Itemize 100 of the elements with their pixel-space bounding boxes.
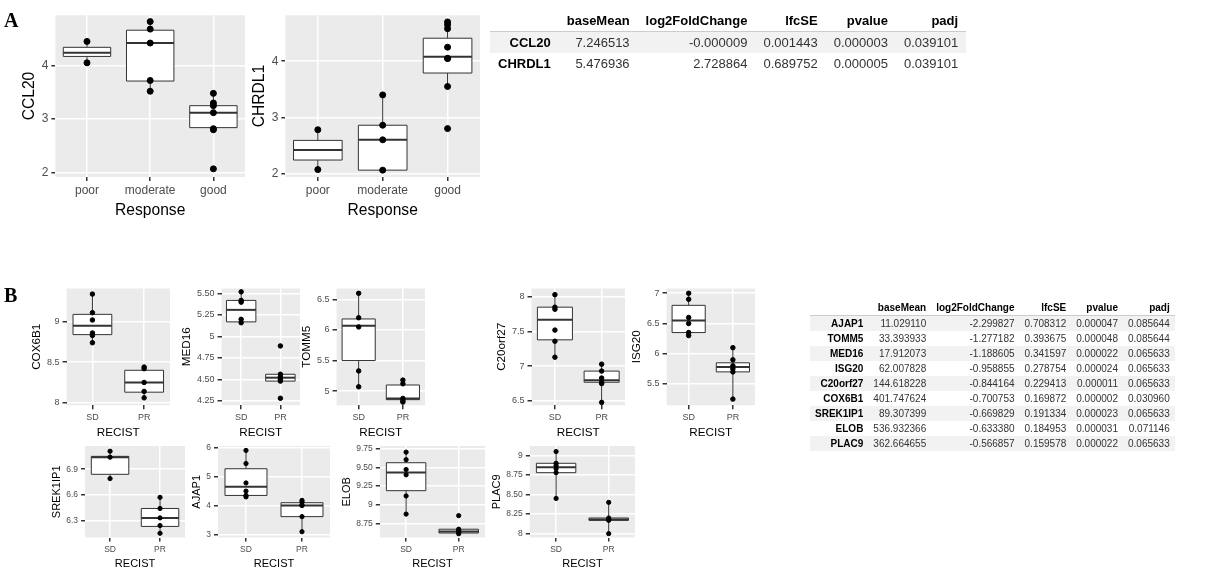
text: -0.844164	[969, 378, 1015, 389]
text: 0.708312	[1024, 318, 1067, 329]
category-label: SREK1IP1	[815, 408, 864, 419]
x-axis-title: RECIST	[359, 425, 403, 439]
y-tick-label: 4	[41, 57, 49, 72]
category-label: C20orf27	[820, 378, 864, 389]
y-tick-label: 4.75	[197, 352, 215, 363]
y-tick-label: 5	[324, 385, 330, 396]
y-tick-label: 2	[41, 164, 49, 179]
category-label: ELOB	[835, 423, 864, 434]
y-axis-title: COX6B1	[29, 323, 43, 370]
text: 0.393675	[1024, 333, 1067, 344]
x-tick-label: SD	[550, 543, 563, 554]
text: 0.001443	[763, 35, 818, 50]
y-tick-label: 3	[206, 528, 212, 539]
y-tick-label: 8.75	[506, 469, 524, 480]
text: 0.000003	[833, 35, 888, 50]
y-axis-title: ELOB	[339, 477, 352, 507]
text: 7.246513	[575, 35, 630, 50]
y-tick-label: 6.6	[66, 489, 79, 500]
text: 0.065633	[1127, 363, 1170, 374]
text: 144.618228	[873, 378, 927, 389]
text: -1.277182	[969, 333, 1015, 344]
y-tick-label: 9	[54, 316, 60, 327]
text: 362.664655	[873, 438, 927, 449]
y-tick-label: 2	[271, 165, 279, 180]
text: 0.085644	[1127, 333, 1170, 344]
text: 0.689752	[763, 56, 818, 71]
y-axis-title: PLAC9	[489, 474, 502, 510]
text: 0.065633	[1127, 348, 1170, 359]
text: 2.728864	[693, 56, 748, 71]
x-axis-title: RECIST	[412, 557, 453, 570]
x-tick-label: PR	[726, 412, 740, 423]
y-tick-label: 7.5	[512, 325, 525, 336]
category-label: PLAC9	[830, 438, 864, 449]
category-label: CCL20	[509, 35, 551, 50]
y-axis-title: CHRDL1	[249, 64, 267, 128]
y-tick-label: 9	[518, 449, 524, 460]
category-label: TOMM5	[827, 333, 864, 344]
text: 0.159578	[1024, 438, 1067, 449]
text: 0.169872	[1024, 393, 1067, 404]
text: 0.000024	[1076, 363, 1118, 374]
x-tick-label: poor	[305, 183, 330, 198]
x-tick-label: poor	[74, 183, 100, 198]
y-tick-label: 5.50	[197, 288, 215, 299]
y-tick-label: 5.25	[197, 309, 215, 320]
text: 0.071146	[1128, 423, 1170, 434]
x-tick-label: SD	[352, 412, 366, 423]
category-label: ISG20	[835, 363, 864, 374]
x-tick-label: PR	[137, 412, 151, 423]
x-tick-label: SD	[86, 412, 100, 423]
category-label: log2FoldChange	[931, 300, 1020, 316]
y-tick-label: 4.50	[197, 373, 215, 384]
y-axis-title: AJAP1	[189, 474, 202, 509]
text: 0.000005	[833, 56, 888, 71]
x-tick-label: SD	[400, 543, 413, 554]
text: 0.000031	[1076, 423, 1118, 434]
x-axis-title: Response	[115, 200, 186, 218]
text: 5.476936	[575, 56, 630, 71]
x-axis-title: RECIST	[114, 557, 156, 570]
x-axis-title: RECIST	[689, 425, 733, 439]
x-tick-label: PR	[154, 543, 166, 554]
text: -1.188605	[969, 348, 1015, 359]
y-tick-label: 6	[206, 441, 212, 452]
y-axis-title: SREK1IP1	[49, 465, 62, 519]
x-tick-label: PR	[452, 543, 465, 554]
text: 0.000022	[1076, 348, 1118, 359]
text: 0.341597	[1024, 348, 1067, 359]
text: 17.912073	[878, 348, 927, 359]
text: 0.065633	[1127, 378, 1170, 389]
text: 0.191334	[1024, 408, 1067, 419]
text: 0.065633	[1127, 438, 1170, 449]
category-label: CHRDL1	[498, 56, 551, 71]
y-tick-label: 4.25	[197, 395, 215, 406]
x-tick-label: SD	[234, 412, 248, 423]
y-axis-title: MED16	[179, 327, 193, 367]
text: -2.299827	[969, 318, 1015, 329]
text: -0.669829	[969, 408, 1015, 419]
x-tick-label: PR	[296, 543, 308, 554]
category-label: COX6B1	[823, 393, 864, 404]
y-tick-label: 5	[206, 470, 212, 481]
category-label: baseMean	[868, 300, 932, 316]
text: 0.000022	[1076, 438, 1118, 449]
text: 0.184953	[1024, 423, 1067, 434]
x-tick-label: good	[200, 183, 227, 198]
y-tick-label: 3	[41, 111, 49, 126]
text: A	[4, 9, 19, 32]
x-tick-label: SD	[548, 412, 562, 423]
y-tick-label: 8	[519, 291, 525, 302]
text: 0.000002	[1076, 393, 1118, 404]
text: 0.000047	[1076, 318, 1118, 329]
y-tick-label: 4	[206, 499, 212, 510]
y-axis-title: C20orf27	[494, 322, 508, 371]
text: 536.932366	[873, 423, 927, 434]
text: 11.029110	[880, 318, 927, 329]
y-axis-title: TOMM5	[299, 325, 313, 368]
x-tick-label: good	[434, 183, 461, 198]
category-label: padj	[1122, 300, 1175, 316]
y-tick-label: 6	[654, 348, 660, 359]
text: 0.039101	[903, 56, 959, 71]
